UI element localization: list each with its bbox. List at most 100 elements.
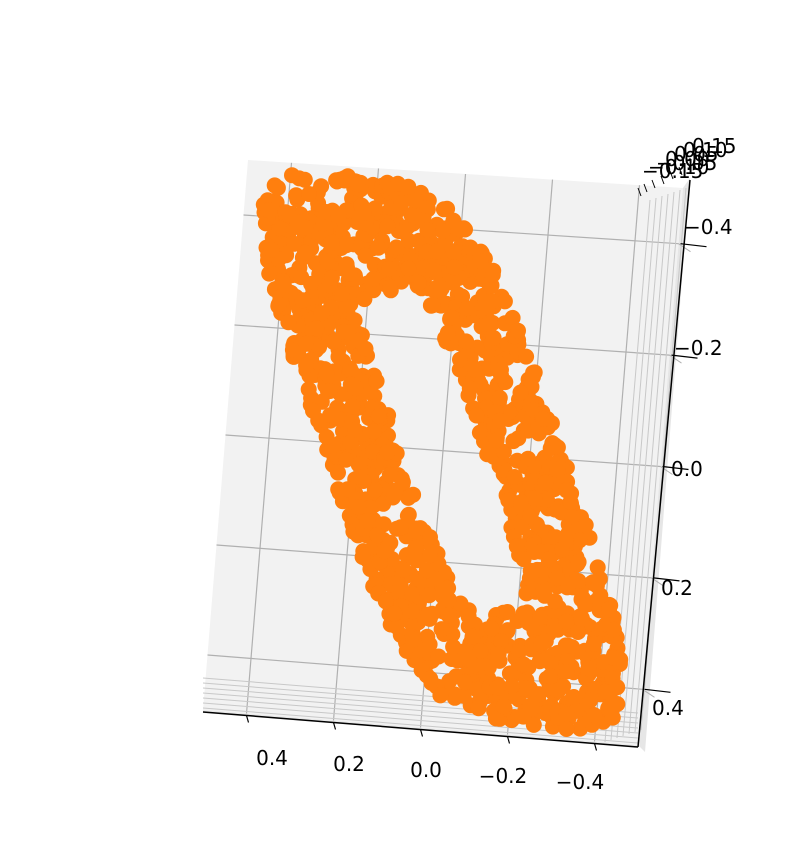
data-point: [430, 648, 447, 665]
data-point: [376, 543, 393, 560]
data-point: [328, 172, 345, 189]
data-point: [488, 710, 505, 727]
data-point: [531, 653, 548, 670]
data-point: [490, 645, 507, 662]
data-point: [395, 561, 412, 578]
x-tick-label: −0.4: [556, 770, 605, 794]
data-point: [377, 593, 394, 610]
data-point: [344, 398, 361, 415]
data-point: [297, 335, 314, 352]
data-point: [260, 202, 277, 219]
data-point: [288, 187, 305, 204]
data-point: [305, 402, 321, 419]
data-point: [400, 178, 417, 195]
data-point: [558, 721, 575, 737]
data-point: [407, 539, 424, 556]
z-tick-mark: [637, 187, 642, 197]
data-point: [488, 432, 505, 449]
data-point: [489, 679, 506, 696]
data-point: [462, 239, 479, 256]
data-point: [318, 204, 335, 220]
data-point: [601, 601, 617, 618]
data-point: [286, 235, 302, 252]
data-point: [428, 243, 445, 260]
x-tick-mark: [419, 729, 424, 737]
z-tick-label: −0.05: [656, 151, 717, 175]
x-tick-label: −0.2: [479, 764, 528, 788]
data-point: [549, 461, 566, 478]
data-point: [577, 597, 594, 614]
data-point: [469, 681, 486, 698]
data-point: [517, 680, 534, 697]
data-point: [386, 605, 403, 622]
data-point: [471, 424, 488, 441]
data-point: [522, 508, 539, 525]
data-point: [405, 631, 422, 648]
data-point: [420, 606, 437, 623]
data-point: [323, 234, 340, 251]
data-point: [334, 297, 351, 314]
data-point: [407, 192, 424, 209]
data-point: [451, 221, 468, 238]
data-point: [425, 262, 442, 279]
data-point: [347, 421, 363, 438]
data-point: [386, 487, 403, 503]
data-point: [341, 265, 358, 282]
data-point: [439, 324, 456, 341]
x-tick-label: 0.2: [333, 752, 365, 776]
data-point: [460, 651, 477, 668]
data-point: [461, 380, 478, 397]
data-point: [381, 466, 398, 483]
data-point: [479, 300, 496, 316]
y-tick-mark: [662, 465, 689, 471]
data-point: [535, 410, 552, 427]
data-point: [322, 383, 339, 399]
data-point: [343, 364, 360, 381]
data-point: [357, 247, 374, 264]
data-point: [536, 587, 553, 604]
data-point: [445, 243, 462, 260]
data-point: [296, 171, 313, 188]
tick-labels: 0.4 0.2 0.0 −0.2 −0.4 −0.4 −0.2 0.0 0.2 0.4 0.150.…: [256, 134, 736, 794]
grid-line-y-2: [225, 434, 661, 468]
data-point: [539, 491, 555, 508]
data-point: [294, 292, 311, 309]
data-point: [354, 549, 371, 565]
z-tick-mark: [678, 166, 683, 176]
data-point: [564, 509, 581, 525]
y-tick-label: −0.2: [674, 336, 723, 360]
data-point: [337, 235, 354, 252]
data-point: [577, 517, 594, 533]
data-point: [422, 529, 438, 546]
data-point: [301, 186, 317, 202]
z-tick-mark: [687, 162, 692, 172]
data-point: [549, 439, 566, 456]
data-point: [330, 208, 347, 224]
data-point: [418, 562, 435, 579]
data-point: [319, 253, 336, 270]
data-point: [379, 218, 396, 235]
y-tick-mark: [680, 243, 707, 248]
data-point: [540, 551, 557, 568]
right-edge-line: [634, 189, 681, 733]
data-point: [537, 474, 554, 491]
data-point: [516, 606, 533, 622]
data-point: [323, 269, 340, 286]
x-tick-mark: [245, 715, 250, 723]
data-point: [508, 538, 525, 555]
data-point: [393, 194, 410, 211]
data-point: [458, 333, 475, 350]
data-point: [466, 362, 483, 378]
data-point: [359, 512, 376, 529]
y-tick-mark: [653, 577, 680, 582]
z-tick-mark: [643, 183, 648, 193]
data-point: [470, 700, 487, 717]
data-point: [515, 551, 532, 568]
data-point: [565, 689, 582, 705]
data-point: [400, 489, 417, 506]
data-point: [526, 490, 543, 507]
data-point: [355, 204, 372, 221]
data-point: [392, 519, 409, 536]
data-point: [369, 527, 386, 544]
data-point: [446, 259, 463, 276]
